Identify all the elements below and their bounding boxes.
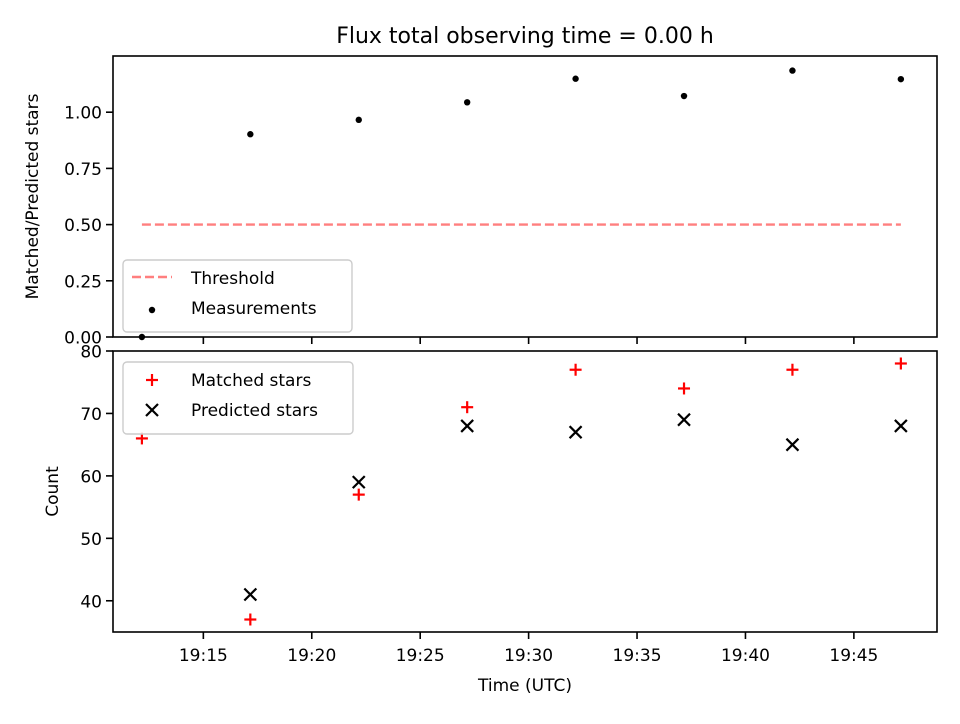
y-tick-label: 1.00 [64, 104, 102, 124]
measurement-point [572, 75, 579, 82]
axes-frame [112, 55, 938, 338]
predicted-star-marker [460, 419, 474, 433]
x-tick-label: 19:40 [721, 646, 770, 666]
measurement-point [247, 131, 254, 138]
x-tick-label: 19:45 [829, 646, 878, 666]
matched-star-marker [678, 382, 691, 395]
legend-dot-swatch [148, 306, 156, 314]
predicted-star-marker [568, 425, 583, 439]
legend-label: Threshold [190, 269, 275, 289]
axes-frame [112, 350, 938, 633]
y-tick-label: 40 [80, 592, 102, 612]
legend: Matched stars Predicted stars [122, 361, 354, 435]
top-panel: 0.00 0.25 0.50 0.75 1.00 Matched/Predicted st… [23, 55, 938, 349]
x-tick-label: 19:35 [613, 646, 662, 666]
x-axis-label: Time (UTC) [477, 676, 572, 696]
predicted-star-marker [785, 437, 800, 452]
predicted-star-marker [894, 419, 908, 433]
legend-box [122, 361, 354, 435]
measurement-point [680, 92, 688, 100]
y-axis-label: Matched/Predicted stars [23, 93, 43, 299]
legend-label: Measurements [191, 299, 317, 319]
measurement-point [463, 99, 471, 106]
y-axis-label: Count [43, 466, 63, 517]
legend-label: Predicted stars [191, 401, 318, 421]
x-tick-label: 19:15 [179, 646, 228, 666]
legend: Threshold Measurements [122, 259, 353, 333]
y-tick-label: 0.50 [64, 216, 102, 236]
measurement-point [355, 116, 362, 124]
matched-star-marker [569, 363, 582, 376]
matched-star-marker [786, 363, 799, 376]
predicted-star-marker [351, 475, 366, 489]
matched-star-marker [352, 488, 365, 501]
x-tick-label: 19:20 [287, 646, 336, 666]
matched-star-marker [244, 613, 257, 626]
legend-plus-swatch [146, 374, 158, 386]
predicted-star-marker [677, 412, 691, 427]
chart-title: Flux total observing time = 0.00 h [336, 24, 714, 49]
matched-star-marker [461, 401, 474, 414]
measurement-point [897, 75, 905, 83]
x-tick-label: 19:25 [396, 646, 445, 666]
matched-star-marker [894, 357, 907, 370]
legend-box [122, 259, 353, 333]
legend-x-swatch [145, 403, 159, 417]
x-tick-label: 19:30 [504, 646, 553, 666]
legend-label: Matched stars [191, 371, 311, 391]
y-tick-label: 0.00 [64, 329, 102, 349]
y-tick-label: 0.75 [64, 160, 102, 180]
y-tick-label: 0.25 [64, 272, 102, 292]
y-tick-label: 60 [80, 467, 102, 487]
y-tick-label: 50 [80, 530, 102, 550]
measurement-point [789, 67, 796, 74]
bottom-panel: 40 50 60 70 80 19:15 19:20 19:25 19:30 19:35 19:40… [43, 343, 938, 696]
predicted-star-marker [243, 587, 258, 602]
y-tick-label: 70 [80, 405, 102, 425]
y-tick-label: 80 [80, 343, 102, 363]
